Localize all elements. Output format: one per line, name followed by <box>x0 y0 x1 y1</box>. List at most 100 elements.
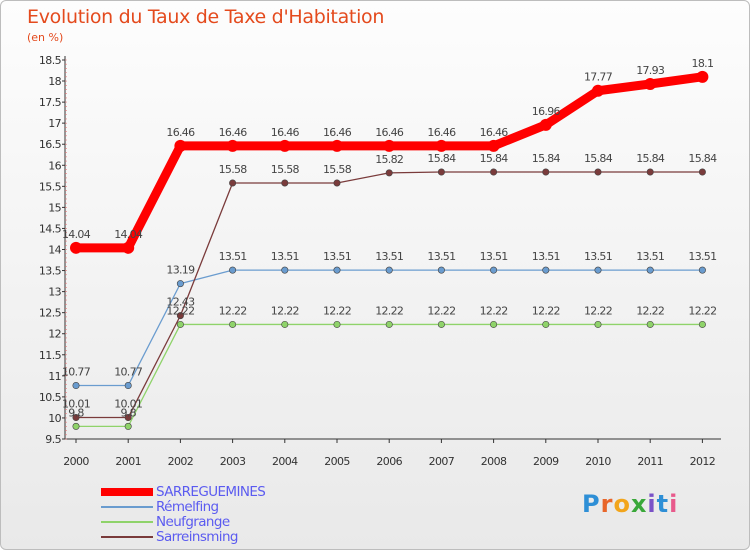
y-tick-label: 16 <box>48 159 61 172</box>
data-point-sarreinsming <box>281 179 289 187</box>
data-point-neufgrange <box>385 320 393 328</box>
data-point-sarreguemines <box>278 139 291 152</box>
series-sarreinsming <box>72 168 706 422</box>
data-label-remelfing: 10.77 <box>114 366 143 379</box>
data-point-remelfing <box>437 266 445 274</box>
x-tick-label: 2011 <box>637 455 663 468</box>
data-point-remelfing <box>385 266 393 274</box>
x-tick-label: 2001 <box>115 455 141 468</box>
data-point-sarreinsming <box>72 414 80 422</box>
x-tick-label: 2004 <box>272 455 298 468</box>
y-tick-label: 15.5 <box>39 180 62 193</box>
y-tick-label: 18 <box>48 75 61 88</box>
data-point-sarreinsming <box>176 312 184 320</box>
data-label-sarreguemines: 16.46 <box>375 126 404 139</box>
data-point-remelfing <box>646 266 654 274</box>
data-point-remelfing <box>229 266 237 274</box>
x-tick-label: 2007 <box>429 455 455 468</box>
data-label-neufgrange: 12.22 <box>375 304 403 317</box>
data-point-sarreguemines <box>174 139 187 152</box>
data-point-remelfing <box>594 266 602 274</box>
x-tick-label: 2003 <box>220 455 246 468</box>
y-tick-label: 13.5 <box>39 265 62 278</box>
logo-letter: P <box>582 490 601 518</box>
data-label-remelfing: 13.51 <box>219 250 247 263</box>
y-tick-label: 18.5 <box>39 54 62 67</box>
data-label-neufgrange: 12.22 <box>323 304 351 317</box>
data-label-sarreinsming: 12.43 <box>166 296 195 309</box>
data-point-remelfing <box>333 266 341 274</box>
data-label-sarreguemines: 16.46 <box>427 126 456 139</box>
data-point-sarreinsming <box>646 168 654 176</box>
series-neufgrange <box>72 320 706 430</box>
y-tick-label: 13 <box>48 286 61 299</box>
data-point-neufgrange <box>698 320 706 328</box>
data-point-sarreguemines <box>70 241 82 254</box>
data-label-sarreguemines: 17.77 <box>584 71 613 84</box>
logo-letter: r <box>600 490 614 518</box>
data-point-neufgrange <box>542 320 550 328</box>
data-point-neufgrange <box>646 320 654 328</box>
legend-swatch-sarreinsming <box>101 536 153 538</box>
data-label-sarreinsming: 10.01 <box>62 398 90 411</box>
y-tick-label: 12.5 <box>39 307 62 320</box>
series-sarreguemines <box>70 70 709 254</box>
data-label-sarreguemines: 17.93 <box>636 64 665 77</box>
data-label-sarreguemines: 18.1 <box>692 57 714 70</box>
data-point-sarreinsming <box>385 169 393 177</box>
data-point-neufgrange <box>437 320 445 328</box>
data-label-remelfing: 13.51 <box>636 250 664 263</box>
data-label-remelfing: 13.51 <box>532 250 560 263</box>
data-point-remelfing <box>72 382 80 390</box>
data-label-neufgrange: 12.22 <box>271 304 299 317</box>
data-point-sarreguemines <box>383 139 396 152</box>
data-label-sarreguemines: 16.46 <box>271 126 300 139</box>
y-tick-label: 10.5 <box>39 391 62 404</box>
x-tick-label: 2006 <box>376 455 402 468</box>
data-label-sarreinsming: 15.58 <box>271 163 300 176</box>
data-point-sarreguemines <box>226 139 239 152</box>
data-label-remelfing: 13.51 <box>688 250 716 263</box>
data-label-sarreinsming: 15.84 <box>688 152 717 165</box>
data-label-neufgrange: 12.22 <box>219 304 247 317</box>
data-label-sarreguemines: 14.04 <box>114 228 143 241</box>
data-point-remelfing <box>542 266 550 274</box>
x-axis-ticks: 2000 2001 2002 2003 2004 2005 2006 2007 2008 2009… <box>63 439 716 468</box>
data-point-neufgrange <box>490 320 498 328</box>
y-tick-label: 12 <box>48 328 61 341</box>
data-label-neufgrange: 12.22 <box>636 304 664 317</box>
data-label-neufgrange: 12.22 <box>480 304 508 317</box>
y-axis-unit-label: (en %) <box>27 31 64 44</box>
proxiti-logo: Proxiti <box>582 490 678 518</box>
data-point-remelfing <box>281 266 289 274</box>
data-point-neufgrange <box>72 422 80 430</box>
data-point-sarreguemines <box>435 139 448 152</box>
data-label-remelfing: 13.51 <box>323 250 351 263</box>
data-point-neufgrange <box>124 422 132 430</box>
data-point-neufgrange <box>333 320 341 328</box>
y-tick-label: 11 <box>48 370 61 383</box>
data-point-sarreguemines <box>696 70 709 83</box>
data-label-remelfing: 13.51 <box>271 250 299 263</box>
y-tick-label: 16.5 <box>39 138 62 151</box>
x-tick-label: 2005 <box>324 455 350 468</box>
data-label-sarreguemines: 16.96 <box>532 105 561 118</box>
data-label-remelfing: 13.51 <box>584 250 612 263</box>
legend-swatch-sarreguemines <box>101 488 153 496</box>
series-line-neufgrange <box>76 323 703 428</box>
data-label-sarreinsming: 15.84 <box>427 152 456 165</box>
legend-swatch-remelfing <box>101 506 153 508</box>
y-tick-label: 10 <box>48 412 61 425</box>
data-point-sarreinsming <box>698 168 706 176</box>
logo-letter: t <box>656 490 670 518</box>
data-point-neufgrange <box>229 320 237 328</box>
data-label-sarreinsming: 10.01 <box>114 398 142 411</box>
data-label-sarreguemines: 16.46 <box>166 126 195 139</box>
data-point-sarreguemines <box>644 78 657 91</box>
logo-letter: x <box>630 490 648 518</box>
data-label-neufgrange: 12.22 <box>688 304 716 317</box>
data-label-neufgrange: 12.22 <box>584 304 612 317</box>
logo-letter: i <box>647 490 657 518</box>
